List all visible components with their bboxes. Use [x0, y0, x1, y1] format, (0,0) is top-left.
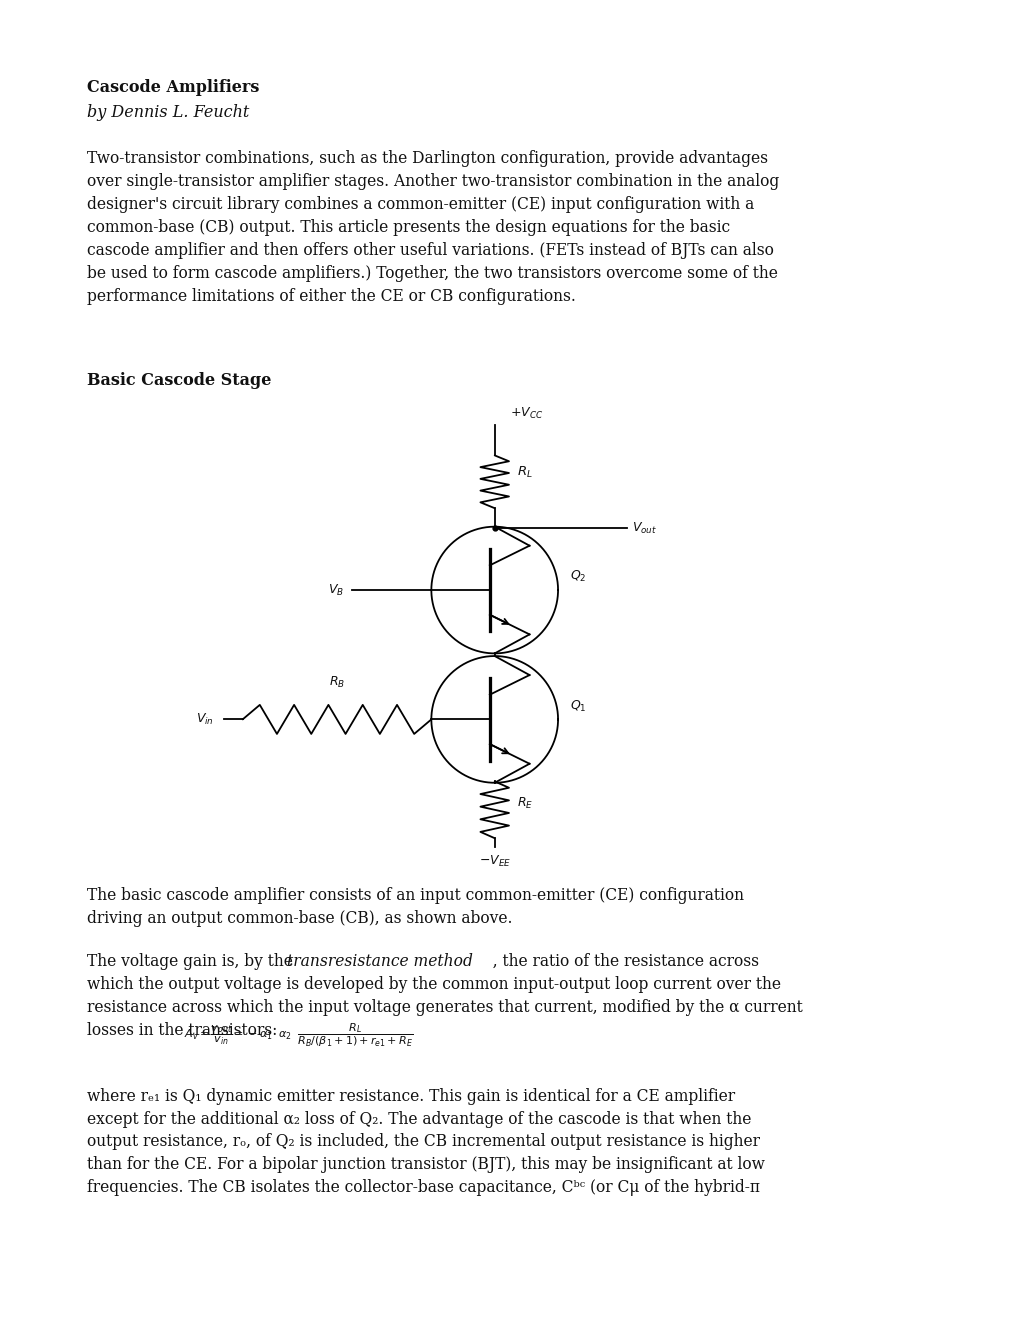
Text: $+V_{CC}$: $+V_{CC}$ — [510, 407, 543, 421]
Text: $Q_2$: $Q_2$ — [570, 569, 586, 585]
Text: Basic Cascode Stage: Basic Cascode Stage — [87, 372, 271, 389]
Text: $-V_{EE}$: $-V_{EE}$ — [478, 854, 511, 869]
Text: $Q_1$: $Q_1$ — [570, 698, 586, 714]
Text: $V_{in}$: $V_{in}$ — [196, 711, 214, 727]
Text: $A_v = \dfrac{v_{out}}{v_{in}} = -\alpha_1\;\ \alpha_2\;\ \dfrac{R_L}{R_B/(\beta: $A_v = \dfrac{v_{out}}{v_{in}} = -\alpha… — [183, 1022, 413, 1049]
Text: by Dennis L. Feucht: by Dennis L. Feucht — [87, 104, 249, 121]
Text: The voltage gain is, by the                                         , the ratio : The voltage gain is, by the , the ratio — [87, 953, 802, 1039]
Text: $R_L$: $R_L$ — [517, 465, 532, 480]
Text: where rₑ₁ is Q₁ dynamic emitter resistance. This gain is identical for a CE ampl: where rₑ₁ is Q₁ dynamic emitter resistan… — [87, 1088, 764, 1196]
Text: The basic cascode amplifier consists of an input common-emitter (CE) configurati: The basic cascode amplifier consists of … — [87, 887, 743, 927]
Text: Two-transistor combinations, such as the Darlington configuration, provide advan: Two-transistor combinations, such as the… — [87, 150, 779, 305]
Text: Cascode Amplifiers: Cascode Amplifiers — [87, 79, 259, 96]
Text: $R_B$: $R_B$ — [328, 676, 344, 690]
Text: transresistance method: transresistance method — [286, 953, 472, 970]
Text: $R_E$: $R_E$ — [517, 796, 533, 810]
Text: $V_{out}$: $V_{out}$ — [632, 520, 657, 536]
Text: $V_B$: $V_B$ — [327, 582, 343, 598]
